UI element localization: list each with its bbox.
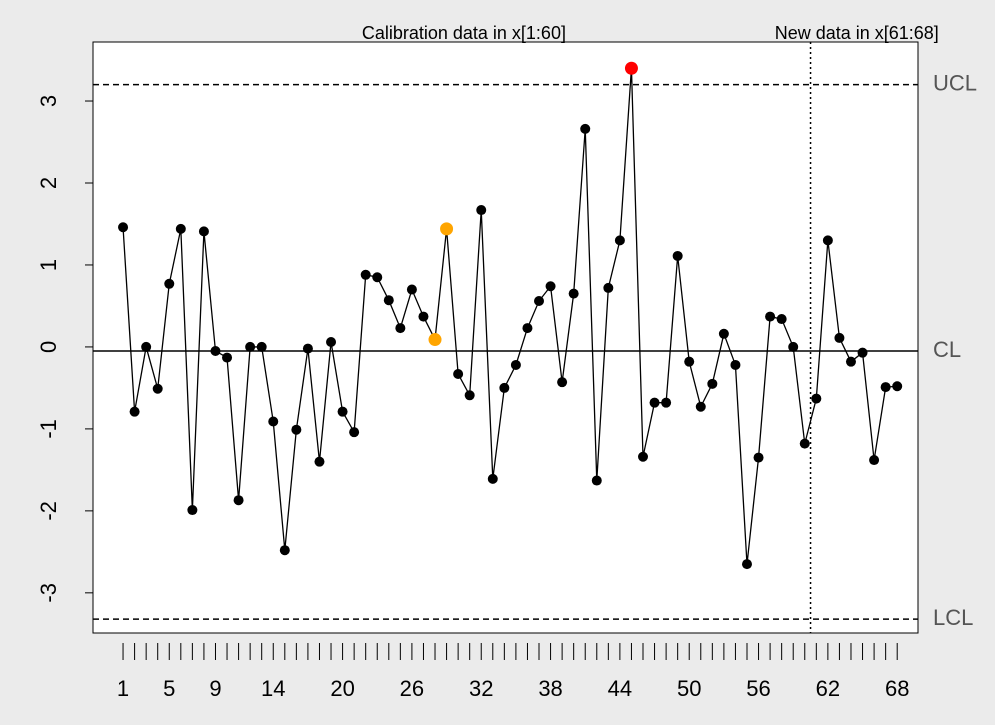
data-point: [383, 295, 394, 306]
data-point: [268, 416, 279, 427]
section-title: Calibration data in x[1:60]: [362, 23, 566, 43]
data-point: [279, 545, 290, 556]
y-tick-label: -2: [36, 501, 61, 521]
x-tick-label: 14: [261, 676, 285, 701]
data-point: [892, 381, 903, 392]
data-point: [360, 269, 371, 280]
x-tick-label: 56: [746, 676, 770, 701]
y-tick-label: -1: [36, 419, 61, 439]
data-point: [534, 296, 545, 307]
data-point: [164, 278, 175, 289]
x-tick-label: 44: [608, 676, 632, 701]
data-point: [453, 368, 464, 379]
data-point: [603, 282, 614, 293]
data-point: [638, 451, 648, 462]
data-point: [580, 123, 591, 134]
y-tick-label: 1: [36, 259, 61, 271]
y-tick-label: 3: [36, 95, 61, 107]
data-point: [799, 438, 810, 449]
data-line: [815, 240, 898, 461]
data-point: [776, 314, 787, 325]
data-point: [672, 250, 683, 261]
data-point: [741, 559, 752, 570]
data-point: [141, 341, 152, 352]
x-tick-label: 62: [816, 676, 840, 701]
data-point: [834, 332, 845, 343]
data-point: [684, 356, 695, 367]
x-tick-label: 5: [163, 676, 175, 701]
data-point: [210, 346, 221, 357]
data-point: [129, 406, 140, 417]
limit-label: UCL: [933, 70, 977, 95]
data-point: [337, 406, 348, 417]
x-tick-label: 26: [400, 676, 424, 701]
data-point: [245, 341, 256, 352]
data-point: [707, 378, 718, 389]
data-point: [440, 222, 454, 236]
data-point: [522, 323, 533, 334]
y-tick-label: 0: [36, 341, 61, 353]
connector: [804, 398, 817, 444]
data-point: [464, 390, 475, 401]
data-point: [233, 495, 244, 506]
data-point: [753, 452, 764, 463]
data-point: [649, 397, 660, 408]
data-point: [811, 393, 822, 404]
data-point: [222, 352, 233, 363]
plot-area: [92, 41, 919, 634]
data-point: [428, 333, 442, 347]
data-line: [122, 68, 806, 565]
data-point: [314, 456, 325, 467]
x-tick-label: 20: [330, 676, 354, 701]
x-tick-label: 32: [469, 676, 493, 701]
data-point: [845, 356, 856, 367]
x-tick-label: 1: [117, 676, 129, 701]
data-point: [730, 359, 741, 370]
data-point: [591, 475, 602, 486]
x-tick-label: 9: [209, 676, 221, 701]
data-point: [624, 61, 638, 75]
data-point: [476, 205, 487, 216]
data-point: [406, 284, 417, 295]
data-point: [568, 288, 579, 299]
data-point: [510, 359, 521, 370]
data-point: [326, 337, 337, 348]
data-point: [118, 222, 129, 233]
data-point: [788, 341, 799, 352]
data-point: [349, 427, 360, 438]
data-point: [187, 505, 198, 516]
data-point: [291, 424, 302, 435]
section-title: New data in x[61:68]: [775, 23, 939, 43]
data-point: [614, 235, 625, 246]
x-tick-label: 50: [677, 676, 701, 701]
data-point: [765, 311, 776, 322]
limit-label: LCL: [933, 605, 973, 630]
data-point: [175, 223, 186, 234]
data-point: [545, 281, 556, 292]
data-point: [857, 347, 868, 358]
data-point: [557, 377, 568, 388]
data-point: [880, 382, 891, 393]
data-point: [661, 397, 672, 408]
y-tick-label: -3: [36, 583, 61, 603]
data-point: [822, 235, 833, 246]
data-point: [695, 401, 706, 412]
limit-label: CL: [933, 337, 961, 362]
x-tick-label: 68: [885, 676, 909, 701]
data-point: [418, 311, 429, 322]
data-point: [256, 341, 267, 352]
y-tick-label: 2: [36, 177, 61, 189]
data-point: [198, 226, 209, 237]
data-point: [718, 328, 729, 339]
data-point: [499, 382, 510, 393]
x-tick-label: 38: [538, 676, 562, 701]
data-point: [395, 323, 406, 334]
data-point: [152, 383, 163, 394]
data-point: [372, 272, 383, 283]
data-point: [302, 343, 313, 354]
data-point: [869, 455, 880, 466]
data-point: [487, 473, 498, 484]
